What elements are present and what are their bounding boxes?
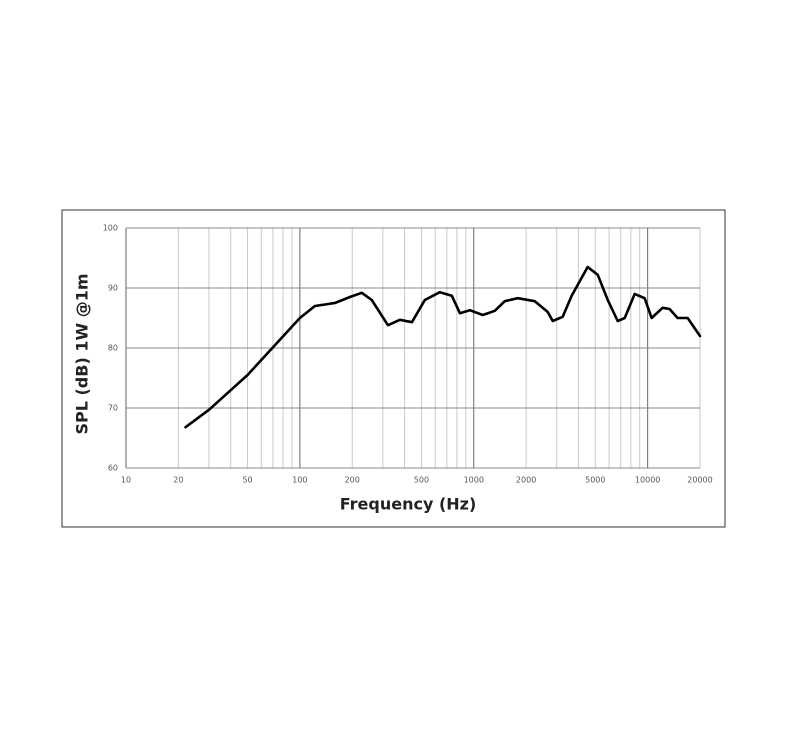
chart-frame — [61, 209, 726, 528]
y-tick-label: 80 — [108, 344, 118, 353]
y-axis-title: SPL (dB) 1W @1m — [73, 273, 92, 434]
y-tick-label: 90 — [108, 284, 118, 293]
x-tick-label: 10 — [121, 476, 131, 485]
x-tick-label: 50 — [242, 476, 252, 485]
x-axis-title: Frequency (Hz) — [340, 495, 477, 514]
x-tick-label: 5000 — [585, 476, 605, 485]
x-tick-label: 10000 — [635, 476, 660, 485]
y-tick-label: 70 — [108, 404, 118, 413]
x-tick-label: 20000 — [687, 476, 712, 485]
x-tick-label: 100 — [292, 476, 307, 485]
y-tick-label: 60 — [108, 464, 118, 473]
response-line — [184, 265, 702, 429]
x-tick-label: 200 — [345, 476, 360, 485]
x-tick-label: 1000 — [464, 476, 484, 485]
y-tick-label: 100 — [103, 224, 118, 233]
x-tick-label: 500 — [414, 476, 429, 485]
x-tick-label: 2000 — [516, 476, 536, 485]
x-tick-label: 20 — [173, 476, 183, 485]
